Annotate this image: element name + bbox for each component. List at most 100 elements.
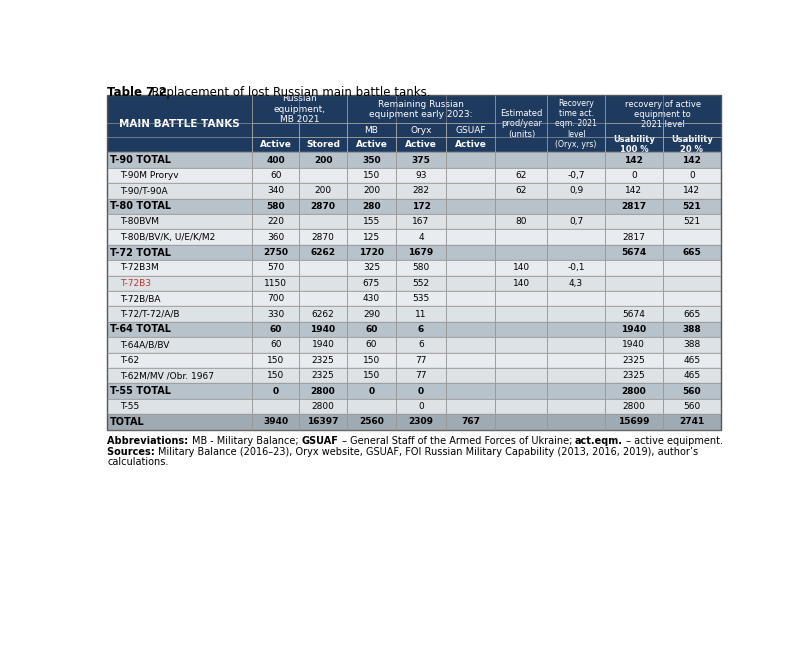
Text: 2800: 2800	[312, 402, 335, 411]
Bar	[604, 168, 663, 183]
Text: 6262: 6262	[310, 248, 335, 257]
Text: – General Staff of the Armed Forces of Ukraine;: – General Staff of the Armed Forces of U…	[339, 436, 575, 446]
Bar	[604, 337, 663, 353]
Bar	[446, 123, 495, 137]
Bar	[300, 199, 347, 214]
Text: Remaining Russian
equipment early 2023:: Remaining Russian equipment early 2023:	[369, 99, 473, 119]
Text: 1679: 1679	[409, 248, 434, 257]
Bar	[107, 399, 252, 414]
Text: T-55: T-55	[120, 402, 139, 411]
Bar	[347, 337, 396, 353]
Bar	[663, 214, 721, 230]
Bar	[663, 152, 721, 168]
Text: Active: Active	[405, 140, 437, 149]
Text: 93: 93	[415, 171, 427, 180]
Bar	[347, 230, 396, 245]
Text: 290: 290	[363, 309, 380, 318]
Bar	[252, 260, 300, 275]
Text: 1940: 1940	[621, 325, 646, 334]
Text: 0: 0	[418, 387, 424, 396]
Text: -0,7: -0,7	[567, 171, 585, 180]
Text: 0: 0	[689, 171, 695, 180]
Text: 200: 200	[363, 186, 380, 196]
Bar	[446, 353, 495, 368]
Bar	[347, 137, 396, 152]
Bar	[107, 168, 252, 183]
Text: T-72/T-72/A/B: T-72/T-72/A/B	[120, 309, 179, 318]
Bar	[604, 368, 663, 383]
Text: 80: 80	[516, 217, 527, 226]
Bar	[347, 414, 396, 430]
Text: Replacement of lost Russian main battle tanks.: Replacement of lost Russian main battle …	[145, 86, 431, 99]
Bar	[107, 95, 252, 152]
Bar	[604, 275, 663, 291]
Text: T-80B/BV/K, U/E/K/M2: T-80B/BV/K, U/E/K/M2	[120, 233, 215, 241]
Bar	[446, 368, 495, 383]
Bar	[396, 368, 446, 383]
Bar	[663, 123, 721, 137]
Bar	[107, 353, 252, 368]
Text: T-90M Proryv: T-90M Proryv	[120, 171, 179, 180]
Text: Active: Active	[260, 140, 292, 149]
Bar	[604, 260, 663, 275]
Text: 62: 62	[516, 186, 527, 196]
Bar	[396, 383, 446, 399]
Bar	[300, 152, 347, 168]
Bar	[300, 183, 347, 199]
Bar	[396, 337, 446, 353]
Bar	[347, 214, 396, 230]
Bar	[300, 399, 347, 414]
Text: 2817: 2817	[622, 233, 646, 241]
Bar	[300, 353, 347, 368]
Text: - Military Balance;: - Military Balance;	[207, 436, 301, 446]
Text: 350: 350	[362, 156, 381, 165]
Bar	[547, 322, 604, 337]
Bar	[495, 168, 547, 183]
Text: 200: 200	[314, 156, 332, 165]
Bar	[252, 307, 300, 322]
Bar	[495, 245, 547, 260]
Bar	[547, 399, 604, 414]
Text: 142: 142	[625, 156, 643, 165]
Text: 400: 400	[267, 156, 285, 165]
Bar	[347, 368, 396, 383]
Bar	[252, 230, 300, 245]
Text: 150: 150	[267, 356, 284, 365]
Bar	[252, 414, 300, 430]
Bar	[446, 230, 495, 245]
Text: 11: 11	[415, 309, 427, 318]
Bar	[396, 183, 446, 199]
Text: 665: 665	[683, 248, 701, 257]
Bar	[347, 123, 396, 137]
Bar	[300, 307, 347, 322]
Bar	[446, 245, 495, 260]
Bar	[347, 307, 396, 322]
Bar	[396, 322, 446, 337]
Bar	[604, 245, 663, 260]
Bar	[663, 322, 721, 337]
Text: Estimated
prod/year
(units): Estimated prod/year (units)	[500, 109, 543, 139]
Bar	[446, 199, 495, 214]
Bar	[604, 152, 663, 168]
Bar	[663, 368, 721, 383]
Bar	[547, 275, 604, 291]
Bar	[547, 291, 604, 307]
Text: T-72B3: T-72B3	[120, 279, 150, 288]
Bar	[300, 137, 347, 152]
Text: 2325: 2325	[622, 356, 645, 365]
Text: 1940: 1940	[622, 340, 646, 349]
Text: 2741: 2741	[680, 417, 705, 426]
Text: 60: 60	[270, 325, 282, 334]
Bar	[495, 383, 547, 399]
Text: 580: 580	[267, 202, 285, 211]
Bar	[663, 414, 721, 430]
Bar	[547, 168, 604, 183]
Text: 521: 521	[683, 202, 701, 211]
Bar	[107, 322, 252, 337]
Bar	[300, 368, 347, 383]
Text: act.eqm.: act.eqm.	[575, 436, 623, 446]
Bar	[347, 245, 396, 260]
Text: T-64 TOTAL: T-64 TOTAL	[111, 324, 171, 334]
Bar	[495, 230, 547, 245]
Text: 580: 580	[412, 264, 430, 273]
